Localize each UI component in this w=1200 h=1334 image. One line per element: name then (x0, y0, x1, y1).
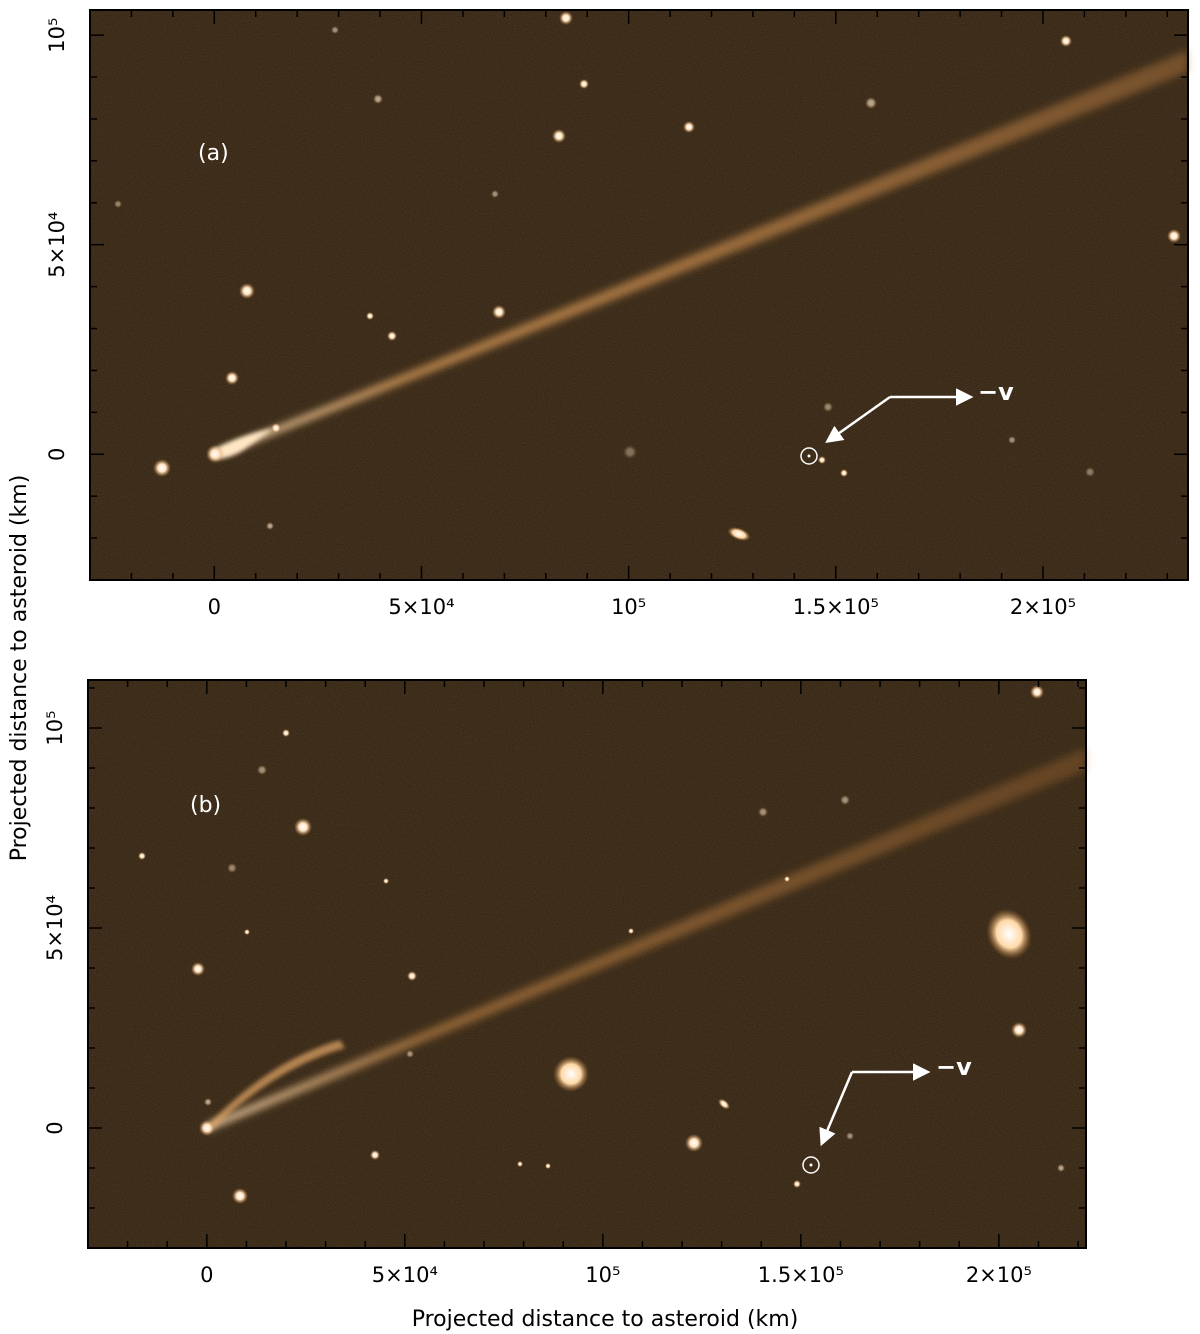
x-tick-label: 10⁵ (585, 1263, 620, 1287)
panel-b-frame (87, 679, 1087, 1249)
x-tick-label: 0 (208, 595, 221, 619)
panel-a: (a) −v 0 5×10⁴ 10⁵ 1.5×10⁵ 2×10⁵ 0 5×10⁴ 10⁵ (45, 9, 1189, 619)
panel-a-label: (a) (198, 141, 229, 166)
y-tick-label: 10⁵ (43, 710, 67, 745)
x-tick-label: 2×10⁵ (966, 1263, 1032, 1287)
x-tick-label: 0 (200, 1263, 213, 1287)
panel-a-velocity-label: −v (978, 378, 1014, 406)
x-tick-label: 5×10⁴ (388, 595, 454, 619)
y-tick-label: 10⁵ (45, 18, 69, 53)
panel-a-sun-symbol (800, 447, 818, 465)
panel-a-dust-tail (213, 50, 1188, 459)
x-tick-label: 1.5×10⁵ (758, 1263, 844, 1287)
y-tick-label: 0 (43, 1121, 67, 1134)
panel-b-stars (138, 685, 1065, 1204)
panel-b-velocity-annotation: −v (802, 1053, 972, 1174)
panel-a-stars (114, 11, 1181, 541)
x-tick-label: 5×10⁴ (372, 1263, 438, 1287)
y-axis-title: Projected distance to asteroid (km) (7, 475, 32, 862)
panel-a-axes: 0 5×10⁴ 10⁵ 1.5×10⁵ 2×10⁵ 0 5×10⁴ 10⁵ (45, 10, 1188, 619)
x-tick-label: 10⁵ (611, 595, 646, 619)
panel-a-velocity-arrow (825, 395, 891, 444)
y-tick-label: 5×10⁴ (45, 212, 69, 278)
y-tick-label: 5×10⁴ (43, 895, 67, 961)
panel-b-velocity-label: −v (936, 1053, 972, 1081)
panel-b: (b) −v 0 5×10⁴ 10⁵ 1.5×10⁵ 2×10⁵ 0 5×10⁴ 10⁵ (43, 679, 1087, 1287)
x-tick-label: 1.5×10⁵ (793, 595, 879, 619)
panel-b-velocity-arrow (819, 1071, 854, 1147)
panel-b-label: (b) (190, 793, 221, 818)
panel-b-sun-symbol (802, 1156, 820, 1174)
y-tick-label: 0 (45, 448, 69, 461)
panel-b-dust-tail (207, 748, 1086, 1131)
panel-a-frame (89, 9, 1189, 581)
panel-b-axes: 0 5×10⁴ 10⁵ 1.5×10⁵ 2×10⁵ 0 5×10⁴ 10⁵ (43, 680, 1086, 1287)
x-tick-label: 2×10⁵ (1010, 595, 1076, 619)
panel-a-velocity-annotation: −v (800, 378, 1014, 465)
panel-a-noise (90, 10, 1188, 580)
x-axis-title: Projected distance to asteroid (km) (412, 1307, 799, 1332)
